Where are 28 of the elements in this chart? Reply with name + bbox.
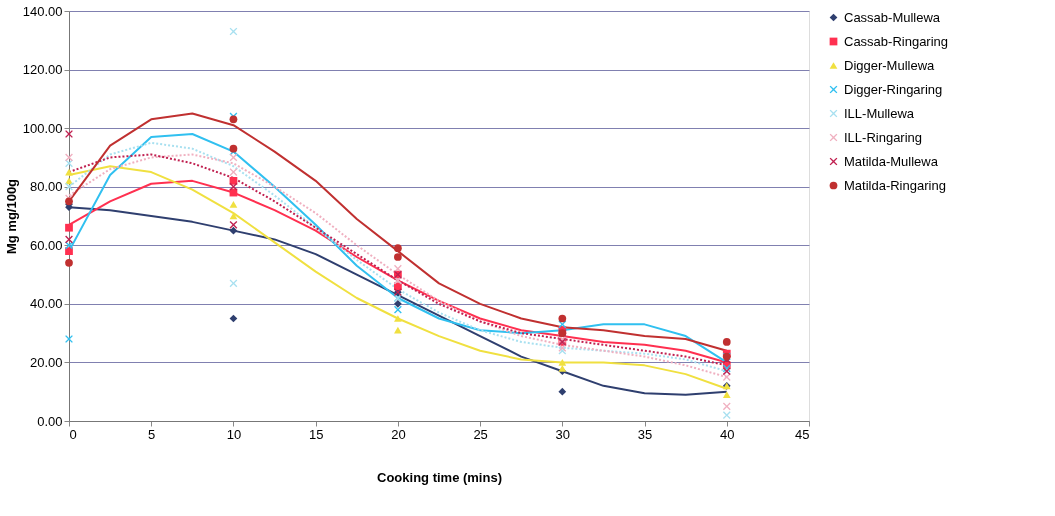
x-tick-label: 25 <box>473 426 488 442</box>
legend-label: Cassab-Mullewa <box>844 9 941 25</box>
y-tick-label: 140.00 <box>22 3 63 19</box>
legend-label: Digger-Mullewa <box>844 57 936 73</box>
legend-label: Digger-Ringaring <box>844 81 943 97</box>
y-tick-label: 80.00 <box>29 179 63 195</box>
x-tick-label: 35 <box>637 426 653 442</box>
x-tick-label: 15 <box>308 426 324 442</box>
y-tick-label: 0.00 <box>37 413 63 429</box>
y-axis-title: Mg mg/100g <box>3 178 19 255</box>
x-tick-label: 0 <box>69 426 77 442</box>
x-tick-label: 30 <box>555 426 571 442</box>
legend-label: Matilda-Mullewa <box>844 153 939 169</box>
x-tick-label: 10 <box>226 426 242 442</box>
x-tick-label: 45 <box>795 426 810 442</box>
x-tick-label: 40 <box>720 426 735 442</box>
x-tick-label: 5 <box>148 426 156 442</box>
legend-label: ILL-Mullewa <box>844 105 915 121</box>
legend-label: Cassab-Ringaring <box>844 33 949 49</box>
y-tick-label: 100.00 <box>22 120 63 136</box>
x-tick-label: 20 <box>391 426 406 442</box>
legend-label: ILL-Ringaring <box>844 129 923 145</box>
y-tick-label: 60.00 <box>29 237 63 253</box>
y-tick-label: 40.00 <box>29 296 63 312</box>
x-axis-title: Cooking time (mins) <box>377 469 502 485</box>
y-tick-label: 20.00 <box>29 354 63 370</box>
y-tick-label: 120.00 <box>22 62 63 78</box>
legend-label: Matilda-Ringaring <box>844 177 946 193</box>
